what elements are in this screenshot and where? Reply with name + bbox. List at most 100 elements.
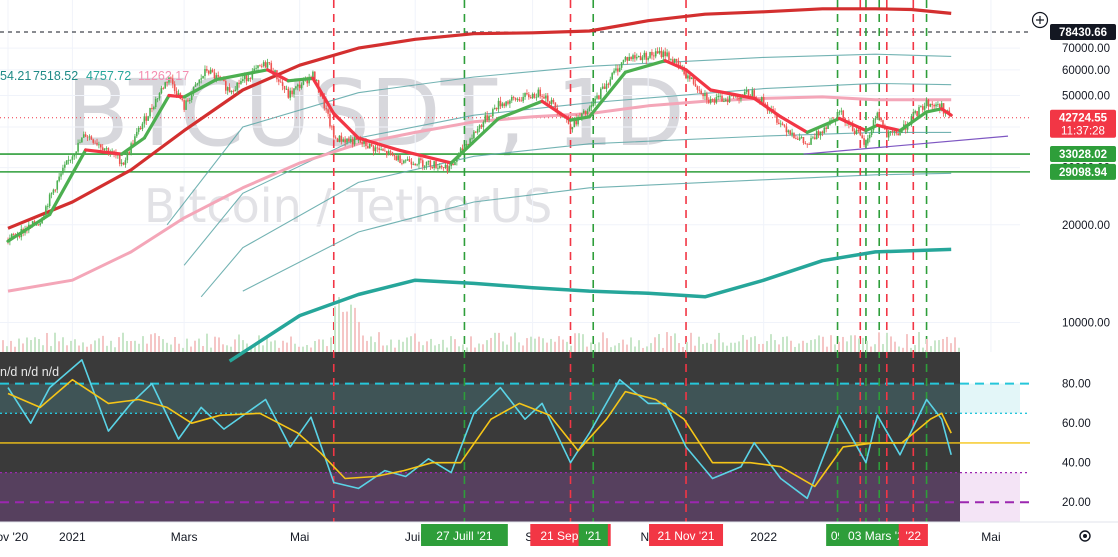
candle-body: [198, 79, 201, 84]
candle-body: [213, 72, 216, 79]
volume-bar: [838, 341, 840, 352]
candle-body: [37, 224, 40, 226]
candle-body: [190, 93, 193, 100]
volume-bar: [294, 343, 296, 352]
trend-segment-4: [142, 93, 171, 140]
volume-bar: [534, 338, 536, 352]
marker-date-label-7: '22: [905, 529, 921, 543]
candle-body: [378, 148, 381, 150]
candle-body: [67, 159, 70, 161]
candle-body: [787, 130, 790, 133]
volume-bar: [190, 346, 192, 352]
horizontal-levels: [0, 31, 1030, 504]
volume-bar: [746, 339, 748, 352]
candle-body: [789, 130, 791, 135]
volume-bar: [598, 342, 600, 352]
candle-body: [624, 57, 627, 60]
oversold-zone: [0, 472, 960, 522]
candle-body: [153, 107, 155, 110]
volume-bar: [186, 338, 188, 352]
candle-body: [225, 81, 227, 91]
candle-body: [355, 137, 358, 140]
candle-body: [937, 104, 939, 106]
candle-body: [510, 97, 513, 101]
price-label-badge-0: [1050, 24, 1116, 41]
candle-body: [670, 59, 672, 61]
candle-body: [725, 99, 727, 102]
candle-body: [289, 90, 291, 98]
add-alert-button[interactable]: [1031, 11, 1049, 29]
volume-bar: [150, 334, 152, 352]
candle-body: [439, 166, 441, 168]
volume-bar: [402, 341, 404, 352]
candle-body: [456, 158, 458, 162]
candle-body: [382, 149, 384, 151]
candle-body: [60, 173, 62, 177]
volume-bar: [946, 336, 948, 352]
candle-body: [168, 77, 170, 83]
oscillator-axis[interactable]: 80.00 60.00 40.00 20.00: [1062, 379, 1091, 510]
indicator-value-cut: 54.21: [0, 69, 31, 83]
candle-body: [177, 93, 180, 96]
moving-average-1: [7, 95, 952, 293]
candle-body: [859, 131, 862, 136]
candle-body: [471, 138, 473, 140]
candle-body: [901, 129, 903, 133]
candle-body: [626, 57, 629, 61]
candle-body: [196, 83, 199, 85]
volume-bar: [458, 346, 460, 352]
candle-body: [187, 100, 189, 102]
settings-button[interactable]: [1079, 530, 1091, 542]
volume-bar: [210, 347, 212, 352]
indicator-value-1: 7518.52: [33, 69, 78, 83]
candle-body: [262, 62, 265, 66]
candle-body: [100, 144, 102, 148]
candle-body: [906, 125, 909, 130]
candle-body: [791, 132, 793, 135]
candle-body: [332, 127, 335, 138]
volume-bar: [462, 344, 464, 352]
gear-icon[interactable]: [1079, 530, 1091, 542]
candle-body: [899, 132, 901, 136]
volume-bar: [942, 338, 944, 352]
candle-body: [215, 75, 218, 79]
candle-body: [910, 116, 913, 125]
marker-date-badge-7: [898, 524, 928, 546]
volume-bar: [822, 336, 824, 352]
volume-bar: [702, 344, 704, 352]
volume-bar: [98, 338, 100, 352]
candle-body: [331, 126, 333, 128]
candle-body: [895, 131, 898, 134]
candle-body: [609, 79, 612, 85]
candle-body: [499, 100, 502, 107]
candle-body: [707, 99, 710, 103]
candle-body: [243, 74, 246, 80]
candle-body: [662, 51, 665, 58]
trend-segment-7: [214, 68, 270, 82]
volume-bar: [626, 344, 628, 352]
candle-body: [696, 86, 699, 90]
volume-bar: [218, 337, 220, 352]
candle-body: [594, 98, 596, 104]
candle-body: [399, 155, 401, 164]
volume-bar: [178, 343, 180, 352]
candle-body: [202, 76, 204, 79]
volume-bar: [502, 341, 504, 352]
candle-body: [620, 62, 623, 68]
candle-body: [637, 55, 640, 58]
volume-bar: [26, 337, 28, 352]
candle-body: [287, 88, 290, 98]
candle-body: [615, 68, 617, 71]
volume-bar: [630, 337, 632, 352]
volume-bar: [934, 340, 936, 352]
volume-bar: [586, 346, 588, 352]
osc-tick-1: 60.00: [1062, 418, 1091, 430]
candle-body: [329, 113, 331, 127]
time-axis[interactable]: Nov '202021MarsMaiJuillSeNo2022Mai27 Jui…: [0, 521, 1118, 552]
volume-bar: [830, 335, 832, 352]
candle-body: [855, 129, 858, 135]
candle-body: [404, 160, 407, 162]
volume-bar: [758, 343, 760, 352]
candle-body: [526, 93, 528, 95]
